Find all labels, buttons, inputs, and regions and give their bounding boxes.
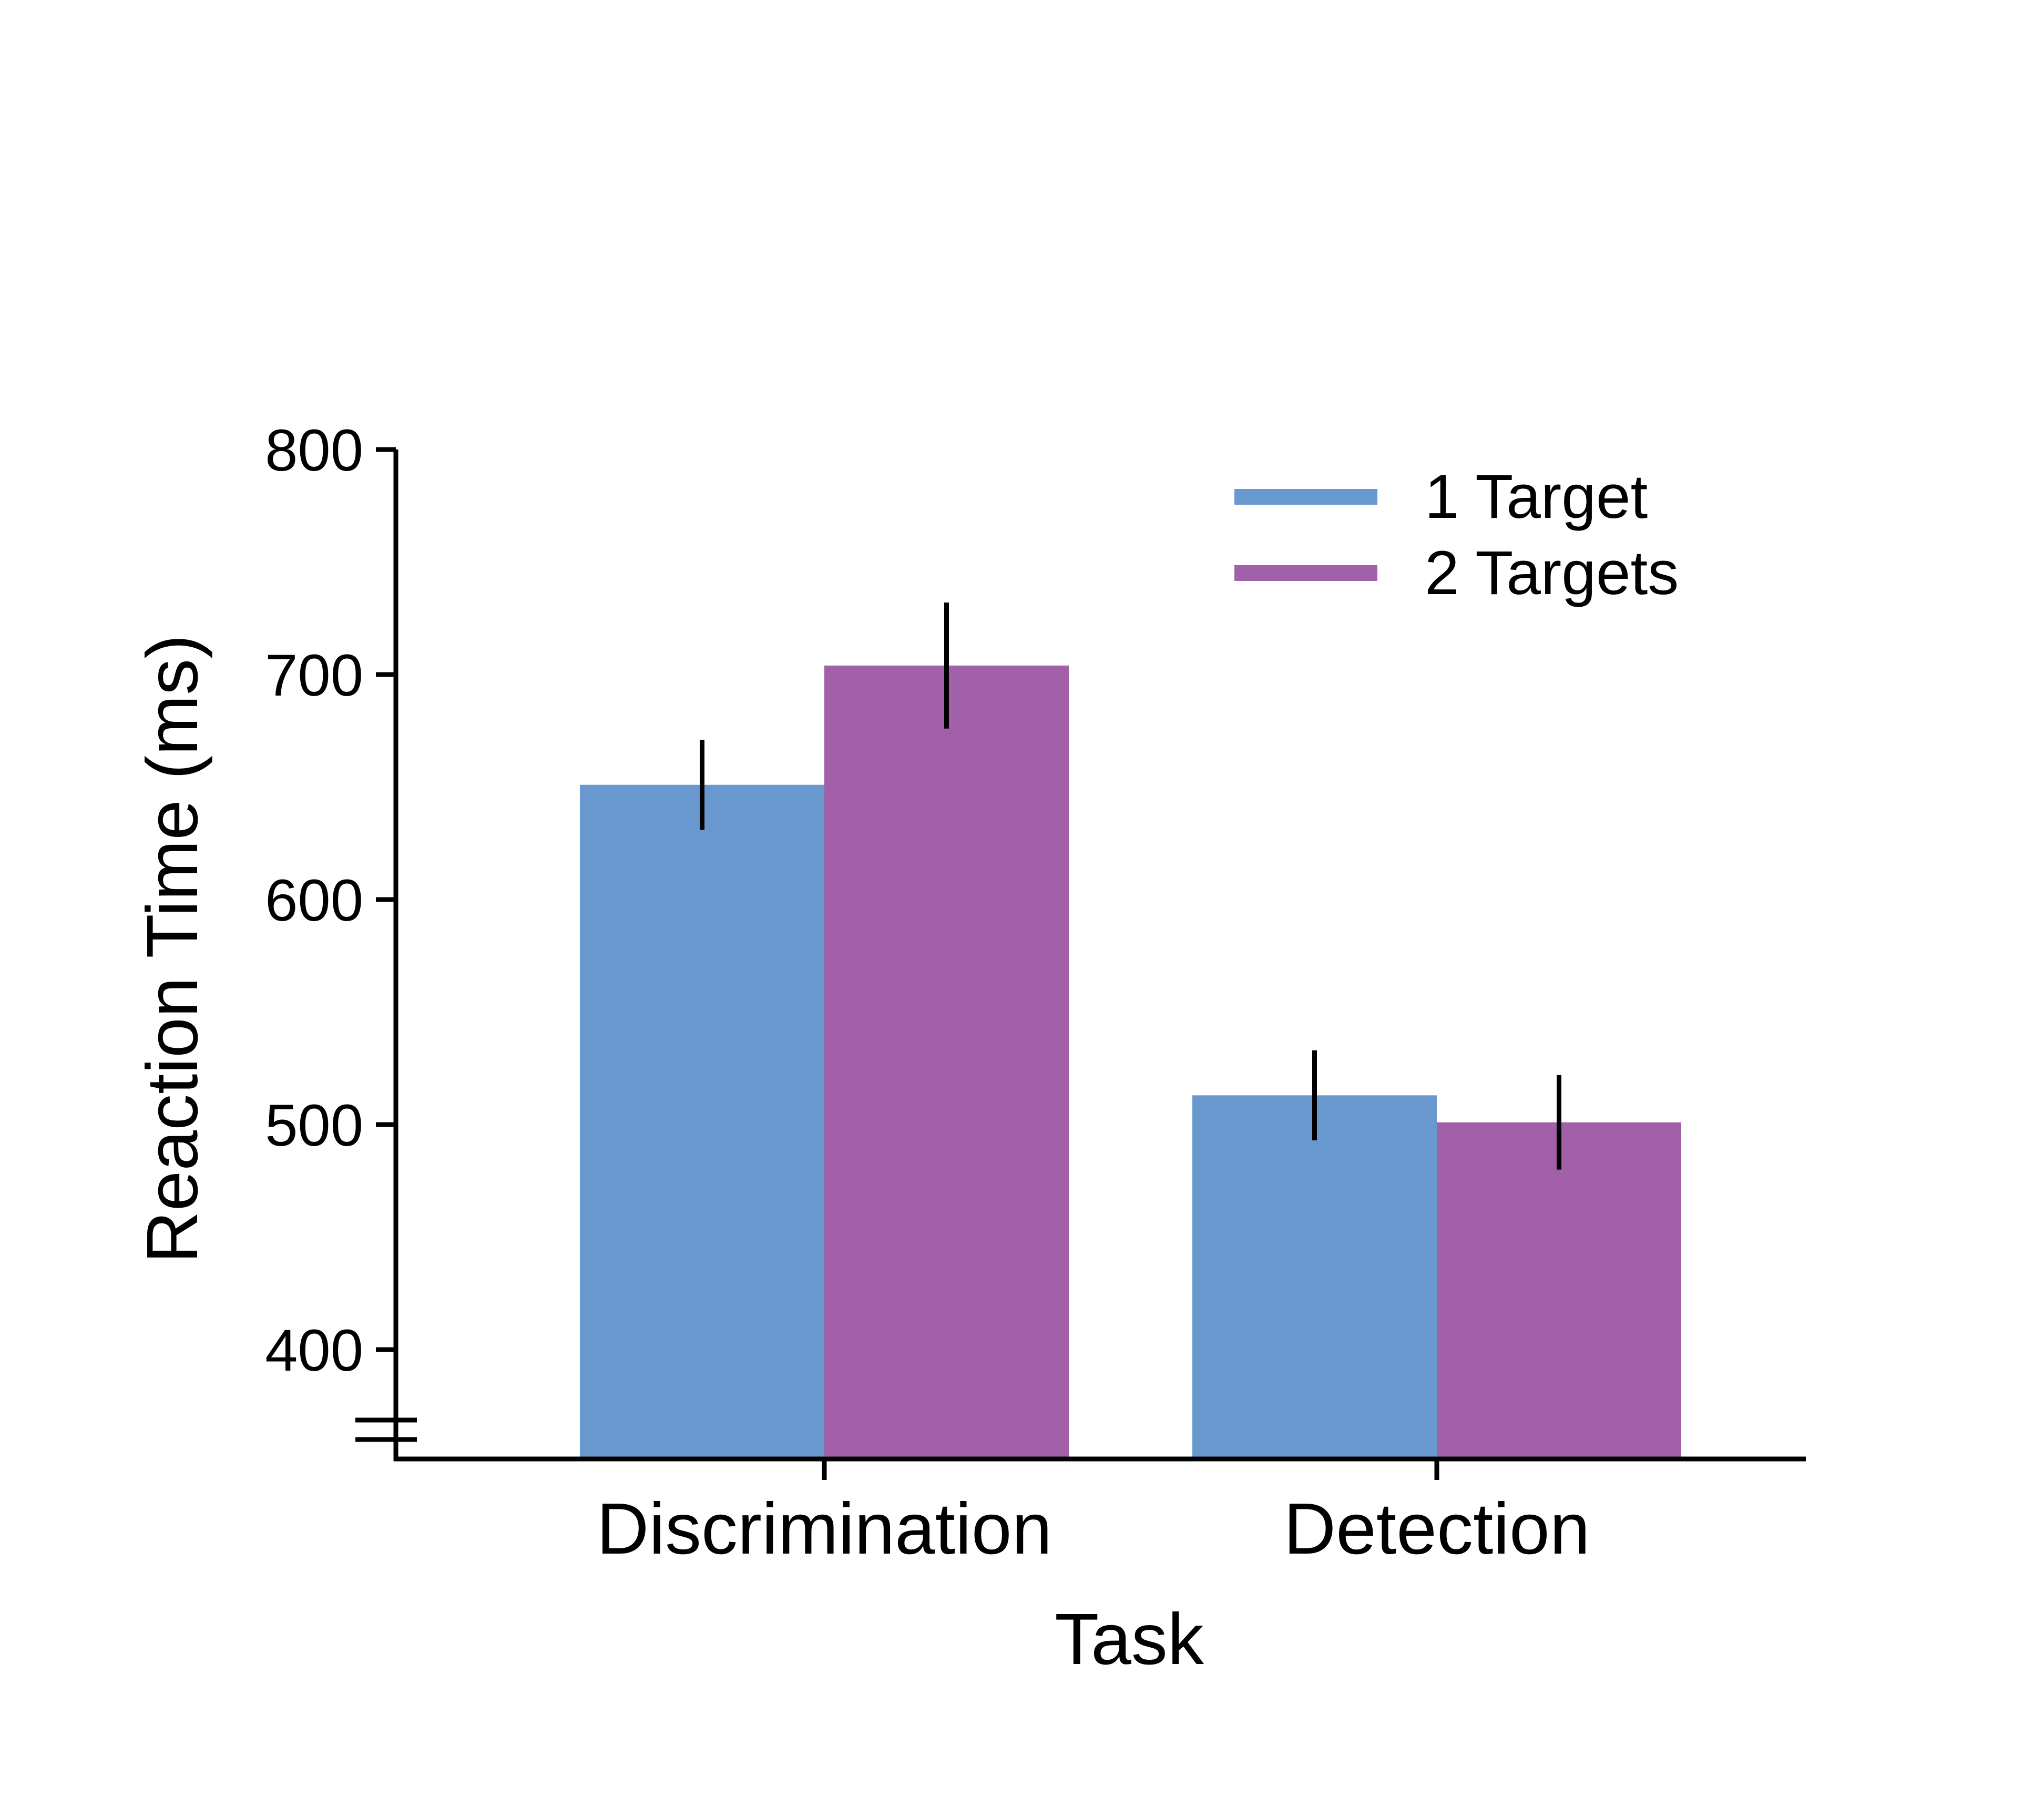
- y-tick-label: 500: [265, 1093, 363, 1158]
- y-axis-title: Reaction Time (ms): [132, 635, 213, 1263]
- bar: [1192, 1095, 1437, 1457]
- bar: [1437, 1122, 1681, 1457]
- y-ticks: 400 500 600 700 800: [265, 417, 396, 1383]
- y-tick-label: 700: [265, 642, 363, 708]
- bar: [580, 784, 824, 1457]
- y-axis-break-mark: [355, 1417, 417, 1442]
- axes-layer: [355, 450, 1806, 1462]
- legend-label: 2 Targets: [1425, 538, 1679, 608]
- bars-layer: [580, 665, 1681, 1457]
- bar: [824, 665, 1069, 1457]
- x-ticks: Discrimination Detection: [597, 1459, 1590, 1569]
- y-tick-label: 600: [265, 867, 363, 933]
- x-tick-label: Detection: [1284, 1488, 1590, 1569]
- x-axis-title: Task: [1055, 1599, 1204, 1680]
- x-tick-label: Discrimination: [597, 1488, 1052, 1569]
- y-tick-label: 400: [265, 1318, 363, 1383]
- error-bars-layer: [700, 603, 1561, 1170]
- legend-label: 1 Target: [1425, 462, 1648, 532]
- y-tick-label: 800: [265, 417, 363, 483]
